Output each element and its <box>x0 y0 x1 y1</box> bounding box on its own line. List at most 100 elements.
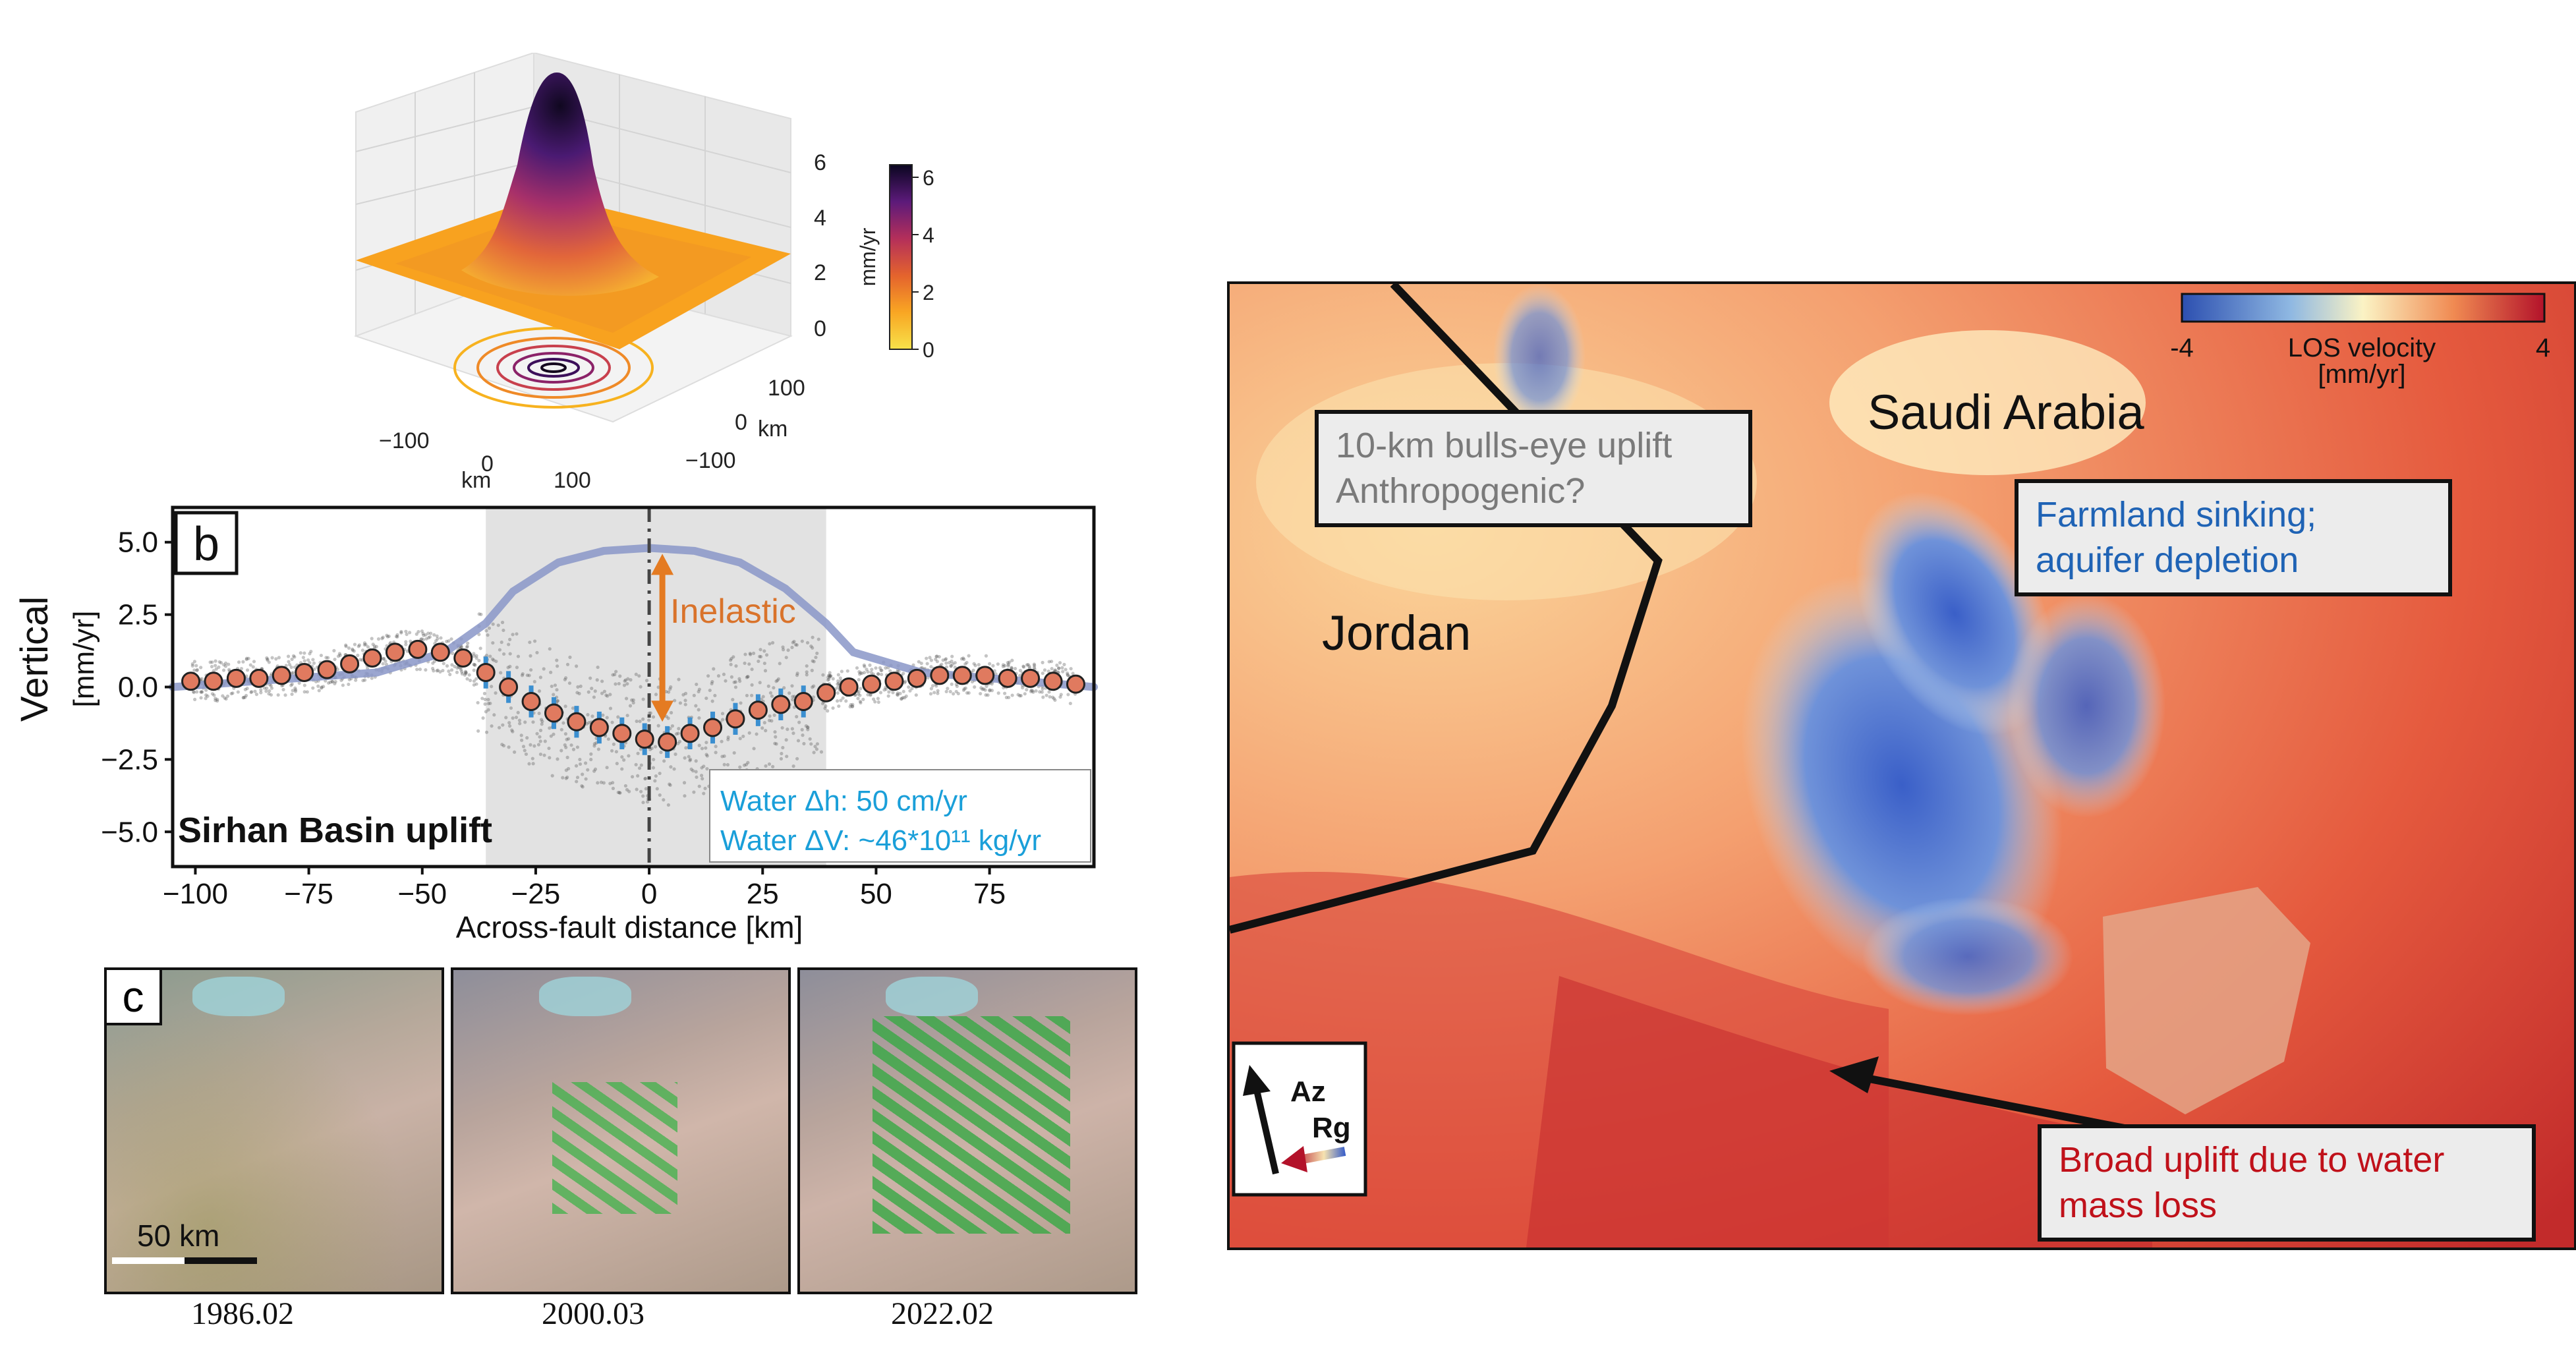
raw-data-point <box>330 679 335 684</box>
colorbar-tick: 6 <box>923 166 934 190</box>
raw-data-point <box>859 701 863 704</box>
raw-data-point <box>851 702 855 706</box>
raw-data-point <box>244 656 249 660</box>
raw-data-point <box>791 731 795 735</box>
raw-data-point <box>641 697 645 701</box>
callout-line: Farmland sinking; <box>2036 495 2317 534</box>
raw-data-point <box>223 661 228 665</box>
raw-data-point <box>746 675 750 679</box>
raw-data-point <box>1050 660 1054 664</box>
raw-data-point <box>645 800 650 804</box>
raw-data-point <box>372 644 377 648</box>
date-label-2000: 2000.03 <box>542 1296 644 1331</box>
raw-data-point <box>681 693 685 697</box>
raw-data-point <box>919 661 923 666</box>
raw-data-point <box>809 742 813 746</box>
raw-data-point <box>666 716 670 720</box>
z-tick: 4 <box>814 206 826 231</box>
raw-data-point <box>973 664 977 668</box>
raw-data-point <box>1066 674 1070 677</box>
colorbar-tick: 2 <box>923 281 934 304</box>
raw-data-point <box>504 716 508 720</box>
raw-data-point <box>592 744 596 748</box>
raw-data-point <box>320 685 324 689</box>
raw-data-point <box>362 641 367 645</box>
raw-data-point <box>563 676 568 680</box>
raw-data-point <box>954 689 958 694</box>
raw-data-point <box>848 704 852 709</box>
raw-data-point <box>270 656 274 660</box>
raw-data-point <box>806 726 810 730</box>
raw-data-point <box>276 693 280 697</box>
raw-data-point <box>1066 673 1070 677</box>
raw-data-point <box>745 675 749 679</box>
raw-data-point <box>592 742 596 746</box>
raw-data-point <box>210 692 215 696</box>
raw-data-point <box>831 706 835 710</box>
raw-data-point <box>836 673 840 677</box>
raw-data-point <box>1032 662 1037 666</box>
raw-data-point <box>421 638 425 642</box>
y-tick: 0 <box>735 410 747 435</box>
raw-data-point <box>844 699 848 703</box>
raw-data-point <box>549 670 553 674</box>
raw-data-point <box>571 747 576 751</box>
raw-data-point <box>857 690 861 694</box>
raw-data-point <box>289 665 293 670</box>
raw-data-point <box>749 693 754 697</box>
raw-data-point <box>712 667 716 671</box>
raw-data-point <box>223 696 227 700</box>
raw-data-point <box>463 672 468 675</box>
raw-data-point <box>876 697 880 701</box>
raw-data-point <box>324 656 328 660</box>
raw-data-point <box>441 668 445 673</box>
binned-point <box>748 701 768 720</box>
raw-data-point <box>639 747 643 751</box>
raw-data-point <box>1003 664 1007 668</box>
y-ticks: 5.0 2.5 0.0 −2.5 −5.0 <box>101 527 173 848</box>
raw-data-point <box>672 767 676 771</box>
raw-data-point <box>828 674 832 677</box>
raw-data-point <box>773 741 777 745</box>
raw-data-point <box>439 636 443 640</box>
x-tick-label: −50 <box>397 878 447 910</box>
raw-data-point <box>250 690 254 694</box>
raw-data-point <box>569 743 573 747</box>
raw-data-point <box>416 630 420 634</box>
raw-data-point <box>635 719 639 724</box>
raw-data-point <box>459 668 463 672</box>
raw-data-point <box>1059 693 1063 697</box>
raw-data-point <box>622 683 627 687</box>
raw-data-point <box>774 742 778 746</box>
raw-data-point <box>790 645 794 650</box>
raw-data-point <box>567 737 571 741</box>
raw-data-point <box>643 777 647 781</box>
raw-data-point <box>217 660 221 664</box>
raw-data-point <box>977 662 981 667</box>
raw-data-point <box>708 688 712 693</box>
raw-data-point <box>453 664 457 669</box>
raw-data-point <box>744 762 748 766</box>
raw-data-point <box>837 681 841 685</box>
raw-data-point <box>701 777 704 781</box>
raw-data-point <box>616 790 620 795</box>
raw-data-point <box>841 696 845 700</box>
raw-data-point <box>274 657 278 661</box>
raw-data-point <box>884 666 888 670</box>
raw-data-point <box>337 652 341 656</box>
raw-data-point <box>697 743 701 747</box>
raw-data-point <box>669 765 673 769</box>
raw-data-point <box>859 671 863 675</box>
raw-data-point <box>641 717 645 721</box>
raw-data-point <box>950 682 954 686</box>
raw-data-point <box>835 699 840 703</box>
raw-data-point <box>786 648 790 652</box>
raw-data-point <box>816 637 820 641</box>
raw-data-point <box>876 672 880 676</box>
raw-data-point <box>694 759 698 763</box>
raw-data-point <box>730 656 733 661</box>
raw-data-point <box>982 687 986 691</box>
callout-broad-uplift: Broad uplift due to water mass loss <box>2038 1124 2536 1242</box>
raw-data-point <box>1050 695 1055 699</box>
raw-data-point <box>637 674 641 678</box>
